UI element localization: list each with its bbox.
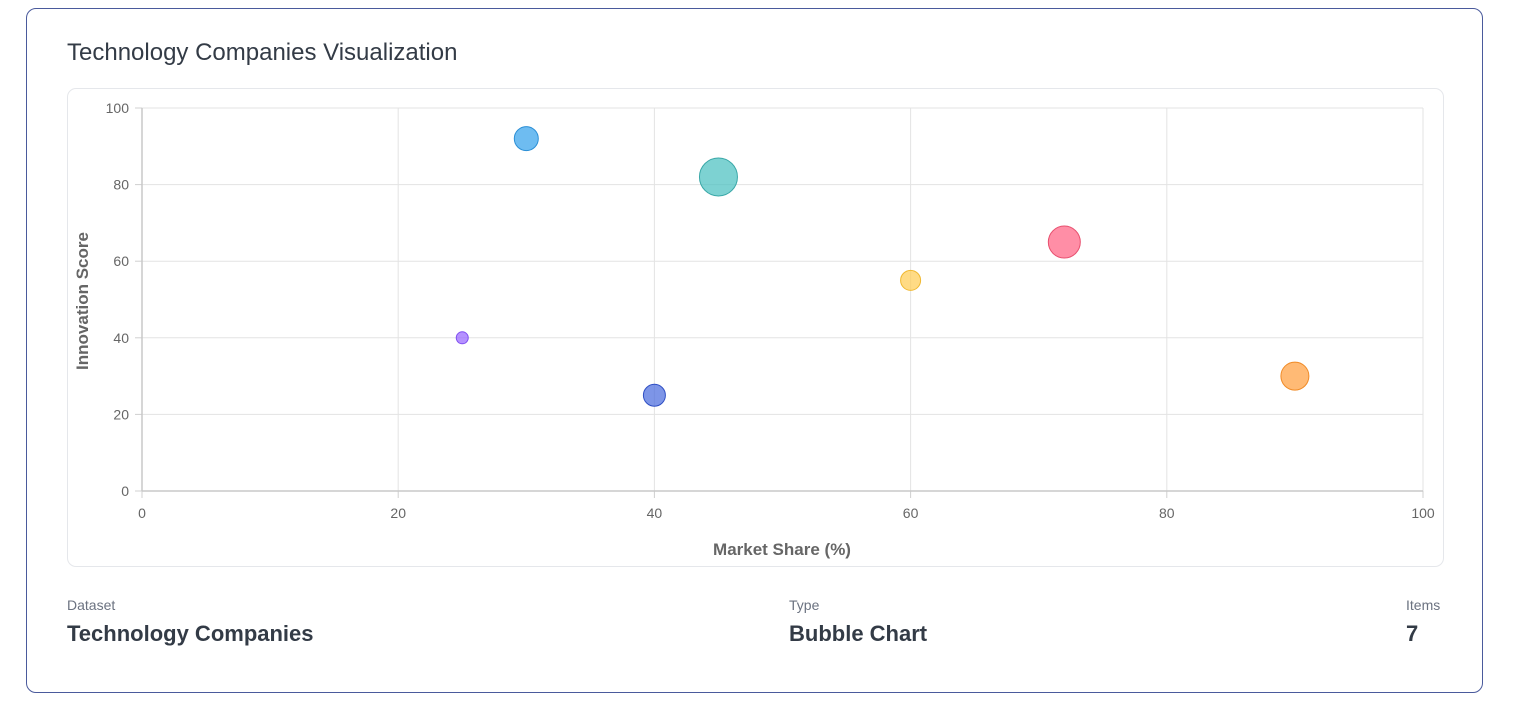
bubble-point[interactable]: [698, 157, 738, 197]
y-tick-label: 80: [113, 177, 129, 193]
y-tick-label: 100: [106, 100, 130, 116]
chart-card: Technology Companies Visualization 0 20 40…: [26, 8, 1483, 693]
dataset-label: Dataset: [67, 597, 116, 613]
y-tick-label: 0: [121, 483, 129, 499]
card-title: Technology Companies Visualization: [67, 39, 458, 66]
x-tick-label: 60: [903, 505, 919, 521]
x-axis-label: Market Share (%): [713, 540, 851, 559]
x-tick-label: 40: [647, 505, 663, 521]
y-tick-label: 40: [113, 330, 129, 346]
bubble-point[interactable]: [513, 126, 539, 152]
type-label: Type: [789, 597, 820, 613]
x-tick-label: 20: [390, 505, 406, 521]
y-tick-label: 60: [113, 253, 129, 269]
items-value: 7: [1406, 621, 1419, 646]
bubble-point[interactable]: [642, 383, 666, 407]
info-items: Items 7: [1406, 597, 1440, 647]
y-tick-label: 20: [113, 406, 129, 422]
x-tick-label: 80: [1159, 505, 1175, 521]
x-tick-label: 100: [1411, 505, 1435, 521]
axes: [135, 107, 1424, 498]
bubbles: [455, 126, 1310, 407]
chart-container: 0 20 40 60 80 100 0 20 40 60 80 100 Market Share (%…: [67, 88, 1444, 567]
bubble-point[interactable]: [455, 331, 469, 345]
y-axis-label: Innovation Score: [73, 232, 92, 370]
x-tick-label: 0: [138, 505, 146, 521]
tick-labels: 0 20 40 60 80 100 0 20 40 60 80 100: [106, 100, 1435, 521]
info-dataset: Dataset Technology Companies: [67, 597, 314, 647]
bubble-point[interactable]: [900, 269, 922, 291]
info-type: Type Bubble Chart: [789, 597, 927, 647]
dataset-value: Technology Companies: [67, 621, 314, 646]
bubble-point[interactable]: [1280, 361, 1310, 391]
bubble-point[interactable]: [1047, 225, 1081, 259]
grid-lines: [141, 107, 1424, 492]
bubble-chart: 0 20 40 60 80 100 0 20 40 60 80 100 Market Share (%…: [73, 100, 1435, 559]
type-value: Bubble Chart: [789, 621, 928, 646]
items-label: Items: [1406, 597, 1441, 613]
